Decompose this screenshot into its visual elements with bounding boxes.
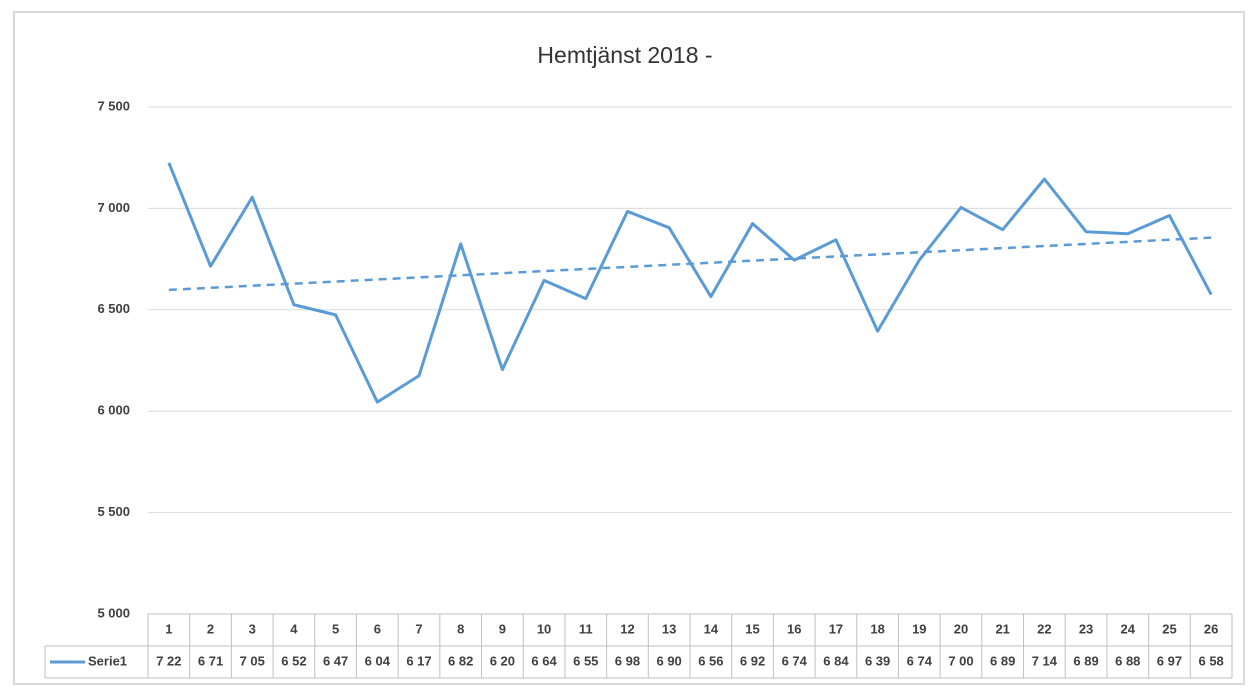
x-tick-label: 11 (579, 621, 593, 636)
x-tick-label: 16 (787, 621, 801, 636)
table-value: 6 47 (323, 653, 348, 668)
table-value: 6 88 (1115, 653, 1140, 668)
x-tick-label: 15 (745, 621, 759, 636)
legend-label: Serie1 (88, 653, 127, 668)
y-tick-label: 7 500 (97, 98, 130, 113)
table-value: 6 84 (823, 653, 849, 668)
x-tick-label: 6 (374, 621, 381, 636)
x-tick-label: 22 (1037, 621, 1051, 636)
table-value: 6 89 (1073, 653, 1098, 668)
y-tick-label: 7 000 (97, 200, 130, 215)
table-value: 6 04 (365, 653, 391, 668)
table-value: 6 89 (990, 653, 1015, 668)
x-tick-label: 1 (165, 621, 172, 636)
x-tick-label: 9 (499, 621, 506, 636)
y-tick-label: 6 500 (97, 301, 130, 316)
table-value: 6 56 (698, 653, 723, 668)
x-tick-label: 25 (1162, 621, 1176, 636)
table-value: 7 00 (948, 653, 973, 668)
table-value: 6 52 (281, 653, 306, 668)
table-value: 6 97 (1157, 653, 1182, 668)
table-value: 6 74 (907, 653, 933, 668)
table-value: 6 17 (406, 653, 431, 668)
trendline (168, 236, 1212, 292)
x-tick-label: 26 (1204, 621, 1218, 636)
chart-title: Hemtjänst 2018 - (537, 42, 712, 68)
x-tick-label: 7 (415, 621, 422, 636)
table-value: 7 22 (156, 653, 181, 668)
y-tick-label: 5 000 (97, 605, 130, 620)
table-value: 6 98 (615, 653, 640, 668)
x-tick-label: 4 (290, 621, 298, 636)
table-value: 6 55 (573, 653, 598, 668)
x-tick-label: 5 (332, 621, 339, 636)
table-value: 6 90 (656, 653, 681, 668)
x-tick-label: 21 (995, 621, 1009, 636)
x-tick-label: 14 (704, 621, 719, 636)
x-tick-label: 13 (662, 621, 676, 636)
y-tick-label: 6 000 (97, 403, 130, 418)
x-tick-label: 3 (249, 621, 256, 636)
x-tick-label: 17 (829, 621, 843, 636)
x-tick-label: 12 (620, 621, 634, 636)
x-tick-label: 20 (954, 621, 968, 636)
x-tick-label: 23 (1079, 621, 1093, 636)
table-value: 7 05 (240, 653, 265, 668)
table-value: 7 14 (1032, 653, 1058, 668)
chart-border (13, 11, 1245, 685)
x-tick-label: 8 (457, 621, 464, 636)
data-line (167, 162, 1213, 404)
x-tick-label: 10 (537, 621, 551, 636)
x-tick-label: 2 (207, 621, 214, 636)
x-tick-label: 19 (912, 621, 926, 636)
table-value: 6 82 (448, 653, 473, 668)
x-tick-label: 24 (1121, 621, 1136, 636)
table-value: 6 39 (865, 653, 890, 668)
x-tick-label: 18 (870, 621, 884, 636)
table-value: 6 58 (1198, 653, 1223, 668)
table-value: 6 74 (782, 653, 808, 668)
table-value: 6 92 (740, 653, 765, 668)
table-value: 6 71 (198, 653, 223, 668)
table-value: 6 20 (490, 653, 515, 668)
table-value: 6 64 (531, 653, 557, 668)
y-tick-label: 5 500 (97, 504, 130, 519)
